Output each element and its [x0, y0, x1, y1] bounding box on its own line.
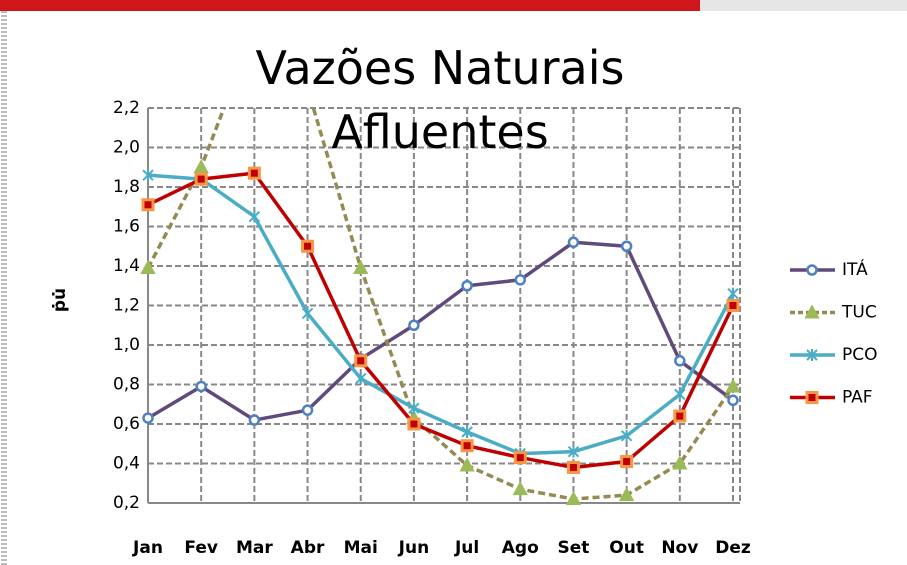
marker [727, 287, 739, 300]
legend-label: PCO [842, 345, 878, 365]
marker [620, 429, 633, 442]
marker [806, 349, 818, 361]
marker [618, 487, 635, 502]
x-tick-label: Mai [344, 538, 378, 558]
marker [248, 414, 261, 426]
chart-title: Vazões Naturais Afluentes [255, 41, 625, 159]
marker [672, 455, 688, 470]
y-axis-label: ṗu̇ [50, 288, 70, 312]
x-tick-label: Out [609, 538, 644, 558]
marker [408, 402, 420, 415]
x-tick-label: Jul [454, 538, 479, 558]
marker [301, 404, 314, 416]
marker [142, 169, 154, 182]
marker [140, 259, 156, 274]
marker [355, 372, 367, 385]
series-line [146, 108, 735, 501]
y-tick-label: 1,2 [113, 296, 140, 316]
marker [301, 239, 315, 253]
marker [567, 236, 580, 249]
marker [301, 307, 314, 320]
marker [461, 280, 473, 292]
marker [565, 490, 582, 506]
marker [248, 210, 261, 223]
marker [674, 388, 686, 401]
y-tick-label: 1,4 [113, 256, 140, 276]
marker [195, 380, 207, 393]
marker [567, 445, 580, 458]
marker [513, 451, 527, 465]
top-bar-gray [700, 0, 907, 11]
marker [193, 159, 209, 174]
marker [514, 274, 527, 286]
marker [804, 304, 820, 319]
marker [460, 439, 474, 453]
labels: 0,2 0,4 0,6 0,8 1,0 1,2 1,4 1,6 1,8 2,0 2,2 Jan Fev M… [113, 98, 878, 558]
marker [407, 417, 421, 431]
x-tick-label: Ago [502, 538, 539, 558]
x-tick-label: Abr [291, 538, 325, 558]
series-line [147, 173, 735, 456]
y-tick-label: 1,0 [113, 335, 140, 355]
marker [727, 394, 739, 407]
y-tick-label: 1,8 [113, 177, 140, 197]
marker [354, 354, 368, 368]
marker [408, 319, 420, 331]
x-tick-label: Jun [398, 538, 430, 558]
marker [726, 299, 740, 312]
x-tick-label: Jan [132, 538, 163, 558]
series-line [147, 240, 735, 422]
marker [461, 425, 473, 438]
x-tick-label: Set [558, 538, 590, 558]
marker [566, 460, 580, 474]
legend-label: TUC [841, 303, 877, 323]
y-tick-label: 2,0 [113, 138, 140, 158]
marker [620, 240, 633, 252]
y-tick-label: 2,2 [113, 98, 140, 118]
y-tick-label: 0,6 [113, 414, 140, 434]
x-tick-label: Fev [184, 538, 218, 558]
marker [674, 355, 686, 367]
y-tick-label: 0,2 [113, 493, 140, 513]
legend-label: PAF [842, 388, 873, 408]
y-tick-label: 1,6 [113, 217, 140, 237]
x-tick-label: Dez [715, 538, 751, 558]
marker [353, 259, 369, 274]
marker [512, 481, 528, 496]
marker [806, 264, 818, 276]
series-line [147, 171, 735, 470]
marker [620, 455, 634, 469]
marker [805, 391, 819, 404]
marker [459, 457, 475, 472]
plot [140, 23, 741, 506]
x-tick-label: Mar [236, 538, 273, 558]
marker [142, 412, 154, 424]
y-tick-label: 0,8 [113, 375, 140, 395]
top-bar [0, 0, 700, 11]
marker [673, 409, 687, 423]
x-tick-label: Nov [661, 538, 698, 558]
marker [248, 23, 260, 34]
legend-label: ITÁ [842, 258, 868, 280]
marker [141, 198, 155, 212]
marker [247, 166, 261, 180]
marker [194, 172, 208, 186]
marker [725, 378, 741, 393]
y-tick-label: 0,4 [113, 454, 140, 474]
